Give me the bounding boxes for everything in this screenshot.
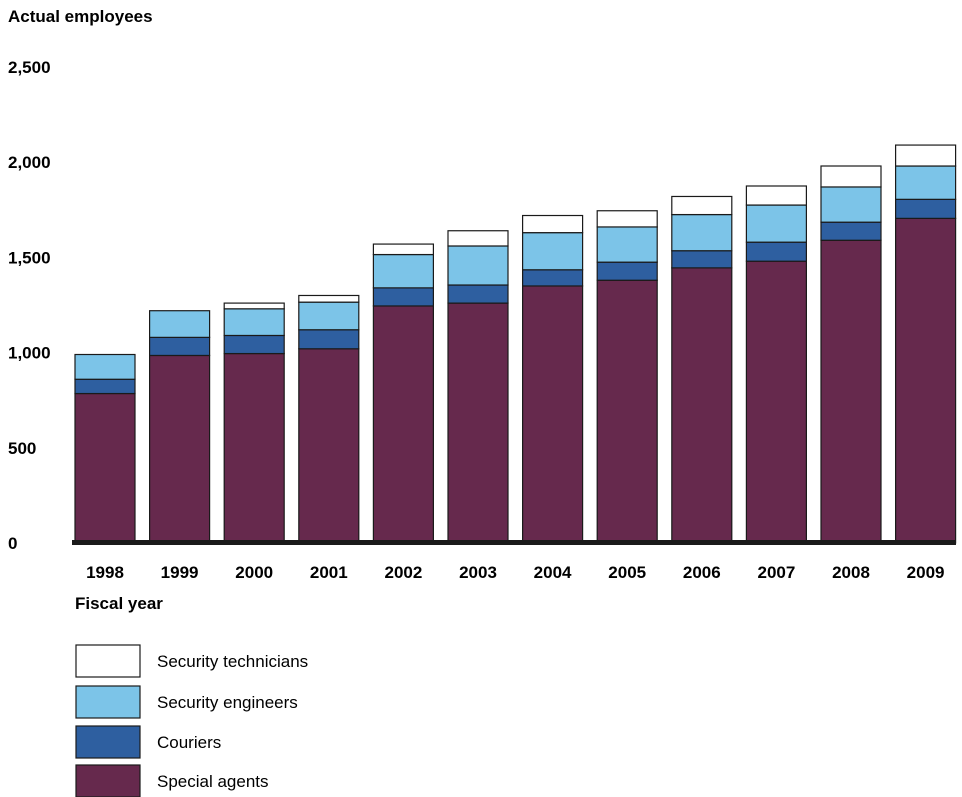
y-tick-label: 2,500 — [8, 58, 51, 77]
y-ticks: 0 500 1,000 1,500 2,000 2,500 — [8, 58, 51, 553]
bar-segment — [521, 285, 584, 544]
bar-segment — [223, 308, 285, 337]
bar-segment — [372, 305, 434, 544]
legend: Security technicians Security engineers Co… — [75, 644, 308, 797]
bar-segment — [820, 186, 882, 223]
bar-segment — [894, 144, 957, 167]
bar-segment — [74, 378, 136, 395]
bar-segment — [745, 204, 808, 243]
legend-label: Security engineers — [157, 693, 298, 712]
x-tick-label: 2004 — [534, 563, 572, 582]
x-tick-label: 2009 — [907, 563, 945, 582]
y-tick-label: 500 — [8, 439, 36, 458]
legend-label: Special agents — [157, 772, 269, 791]
bar-segment — [521, 232, 584, 271]
bar-segment — [820, 221, 882, 241]
bar-segment — [671, 250, 733, 269]
bar-segment — [671, 195, 733, 216]
bars — [74, 144, 957, 544]
bar-segment — [74, 353, 136, 380]
bar-segment — [298, 294, 360, 303]
bar-segment — [149, 310, 211, 338]
bar-segment — [372, 243, 434, 256]
x-axis-baseline — [72, 540, 956, 545]
bar-segment — [521, 214, 584, 234]
bar-segment — [671, 267, 733, 544]
bar-segment — [372, 253, 434, 289]
x-tick-label: 1999 — [161, 563, 199, 582]
bar-segment — [894, 198, 957, 219]
bar-segment — [820, 239, 882, 544]
x-tick-label: 2003 — [459, 563, 497, 582]
x-tick-label: 1998 — [86, 563, 124, 582]
bar-segment — [298, 348, 360, 544]
bar-segment — [298, 329, 360, 350]
legend-label: Security technicians — [157, 652, 308, 671]
legend-swatch — [75, 644, 141, 678]
bar-segment — [596, 261, 658, 281]
bar-segment — [447, 284, 509, 304]
y-tick-label: 1,000 — [8, 344, 51, 363]
bar-segment — [596, 279, 658, 544]
y-tick-label: 1,500 — [8, 248, 51, 267]
y-tick-label: 0 — [8, 534, 17, 553]
bar-segment — [820, 165, 882, 188]
y-tick-label: 2,000 — [8, 153, 51, 172]
bar-segment — [223, 334, 285, 355]
bar-segment — [447, 302, 509, 544]
bar-segment — [447, 230, 509, 247]
bar-segment — [74, 392, 136, 544]
bar-segment — [894, 217, 957, 544]
y-axis-label: Actual employees — [8, 7, 153, 26]
x-tick-label: 2005 — [608, 563, 646, 582]
bar-segment — [745, 185, 808, 206]
legend-swatch — [75, 764, 141, 797]
bar-segment — [149, 336, 211, 357]
x-tick-label: 2002 — [384, 563, 422, 582]
legend-swatch — [75, 685, 141, 719]
bar-segment — [223, 302, 285, 310]
x-tick-label: 2008 — [832, 563, 870, 582]
legend-label: Couriers — [157, 733, 221, 752]
x-tick-label: 2000 — [235, 563, 273, 582]
bar-segment — [372, 287, 434, 307]
bar-segment — [223, 352, 285, 544]
bar-segment — [149, 354, 211, 544]
x-ticks: 1998 1999 2000 2001 2002 2003 2004 2005 2006 2007… — [86, 563, 944, 582]
bar-segment — [447, 245, 509, 286]
bar-segment — [521, 269, 584, 287]
x-tick-label: 2007 — [757, 563, 795, 582]
x-axis-label: Fiscal year — [75, 594, 163, 613]
x-tick-label: 2006 — [683, 563, 721, 582]
bar-segment — [894, 165, 957, 200]
bar-segment — [596, 210, 658, 228]
bar-segment — [298, 301, 360, 331]
bar-segment — [671, 213, 733, 252]
bar-segment — [745, 260, 808, 544]
bar-segment — [745, 241, 808, 262]
bar-segment — [596, 226, 658, 263]
x-tick-label: 2001 — [310, 563, 348, 582]
legend-swatch — [75, 725, 141, 759]
